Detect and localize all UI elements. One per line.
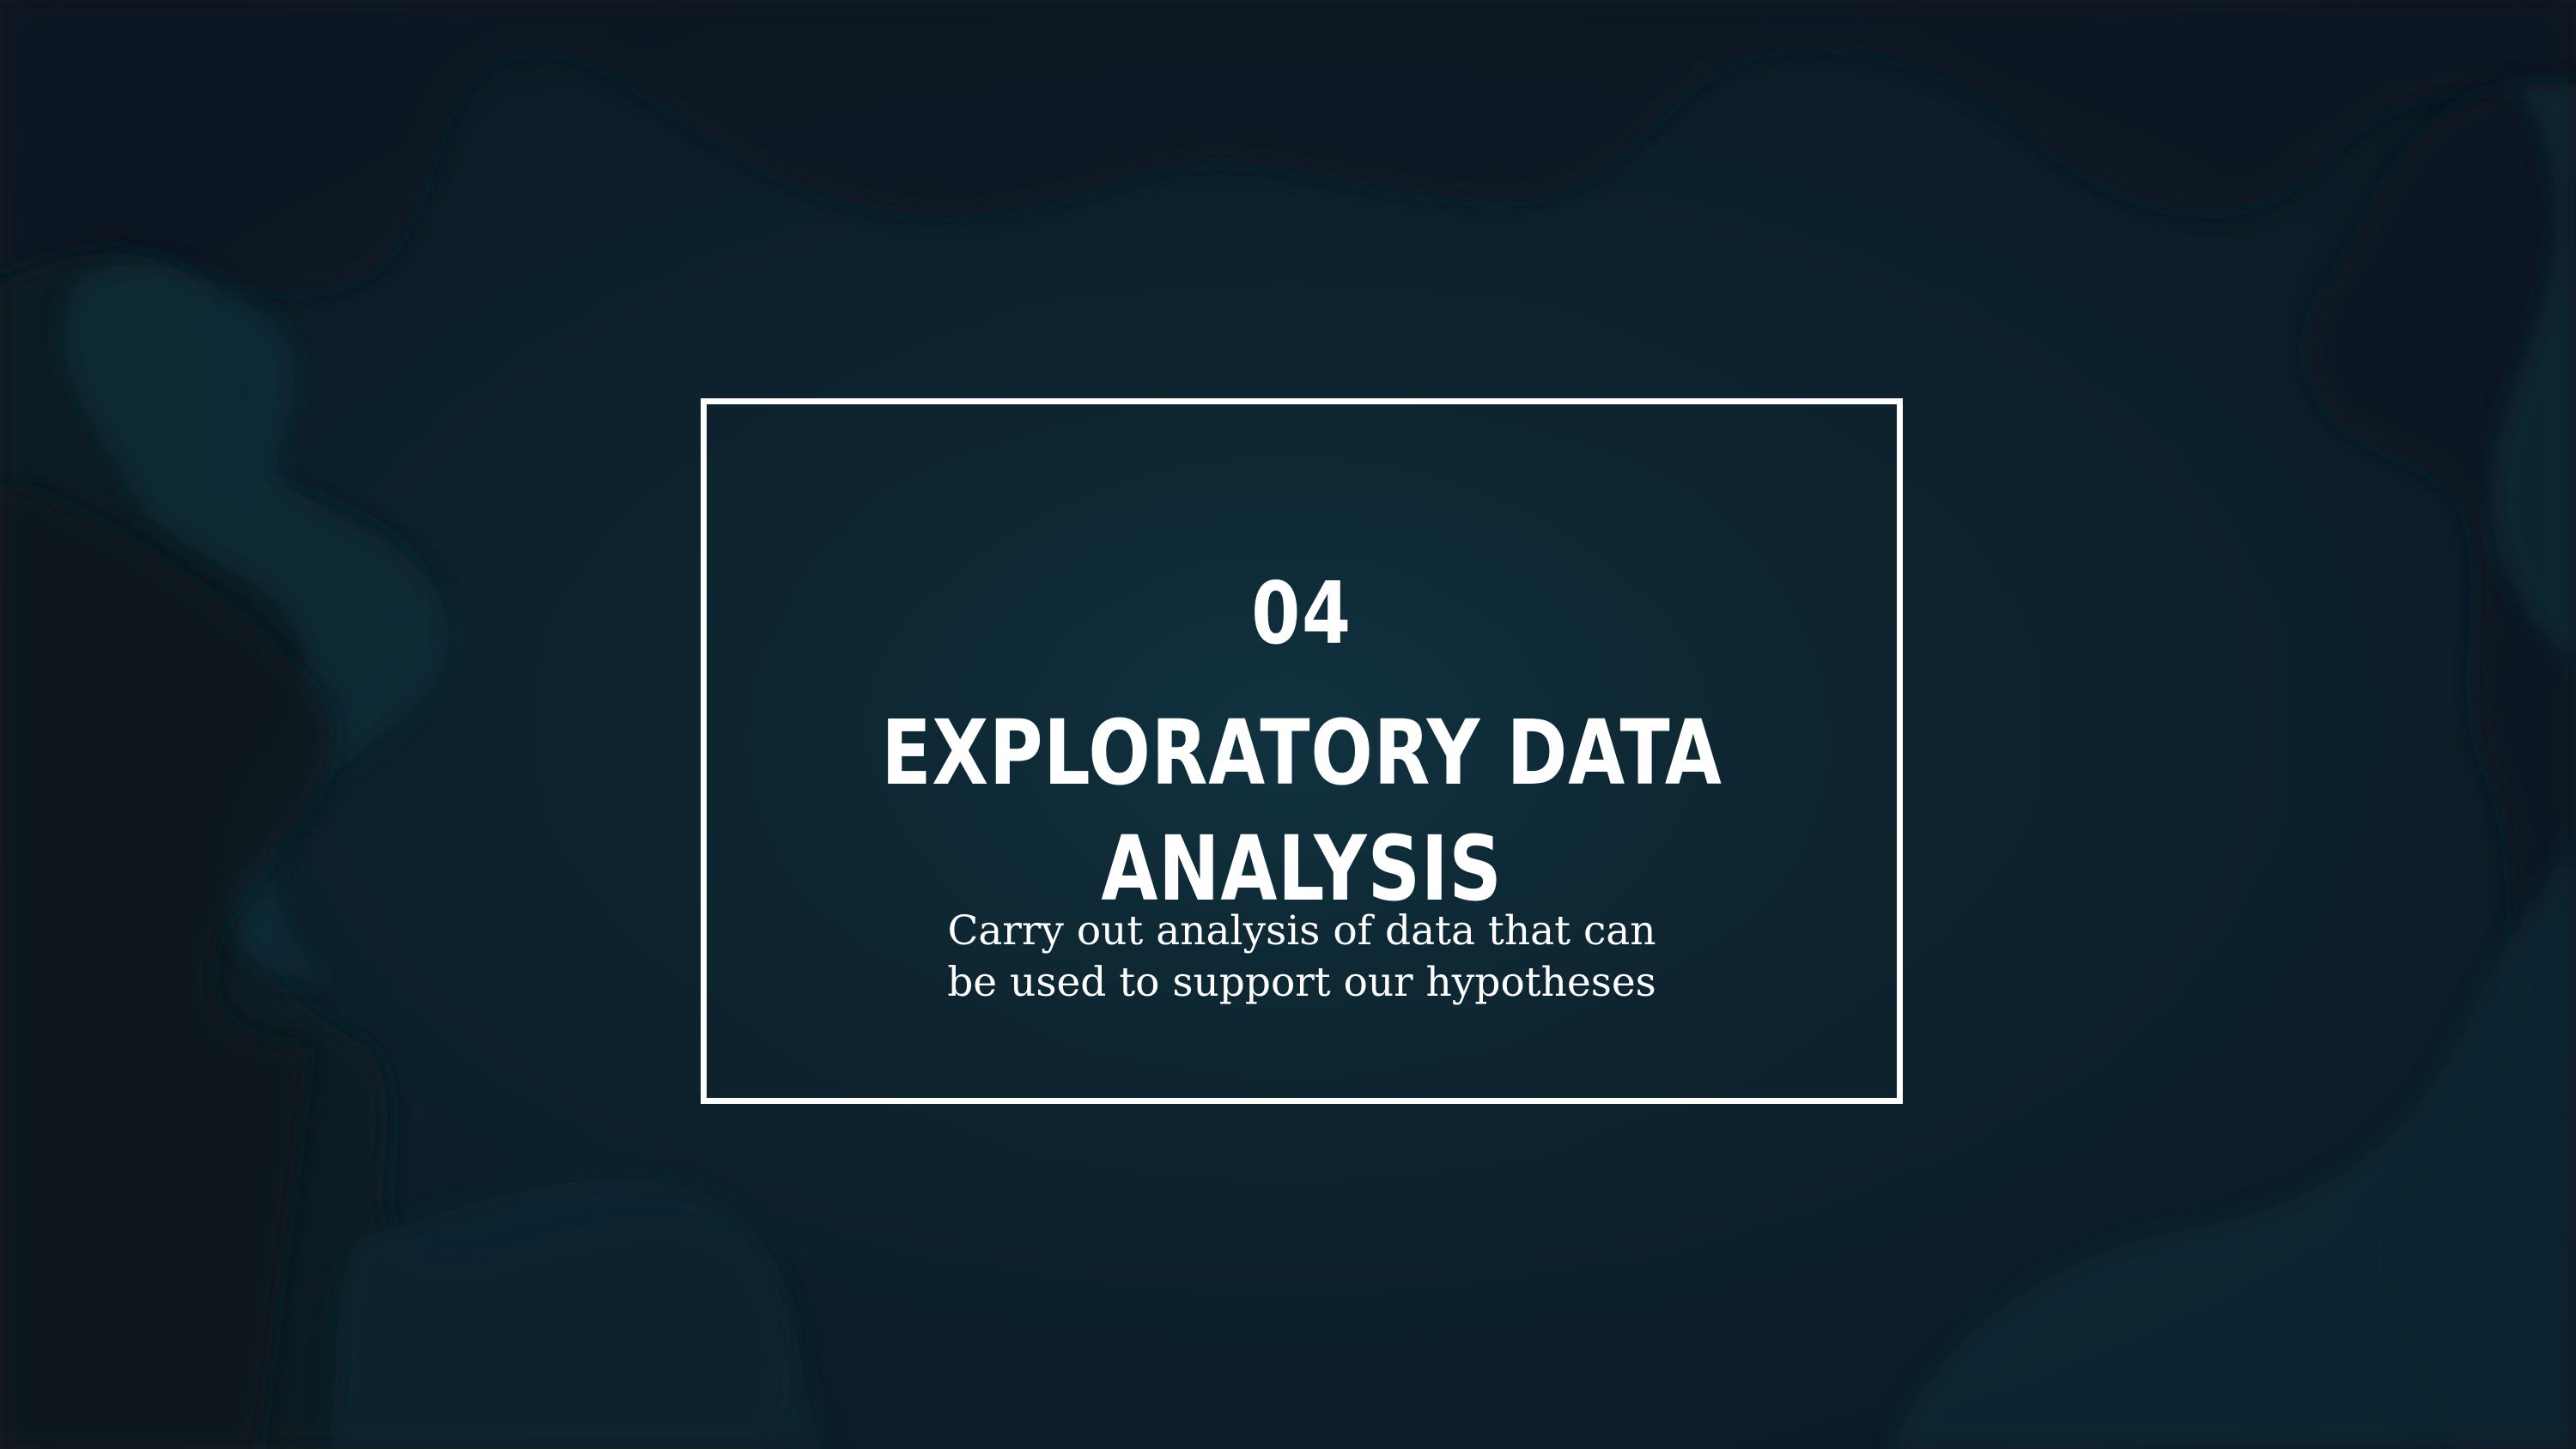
- section-subtitle-line-2: be used to support our hypotheses: [947, 959, 1656, 1006]
- title-frame: [701, 398, 1903, 1104]
- top-wave-shape: [0, 0, 2576, 302]
- section-subtitle-line-1: Carry out analysis of data that can: [947, 907, 1656, 955]
- section-title: EXPLORATORY DATA ANALYSIS: [809, 695, 1795, 927]
- left-dark-shape: [0, 481, 335, 1449]
- bottom-right-shape: [1889, 807, 2576, 1449]
- section-title-line-1: EXPLORATORY DATA: [881, 700, 1722, 805]
- right-teal-shape: [2490, 86, 2576, 687]
- section-title-line-2: ANALYSIS: [1101, 816, 1503, 921]
- left-light-shape: [64, 264, 449, 979]
- section-subtitle: Carry out analysis of data that can be u…: [701, 906, 1903, 1017]
- bottom-teal-shape: [326, 1179, 824, 1449]
- section-number: 04: [1251, 563, 1352, 664]
- center-glow: [515, 206, 2061, 1270]
